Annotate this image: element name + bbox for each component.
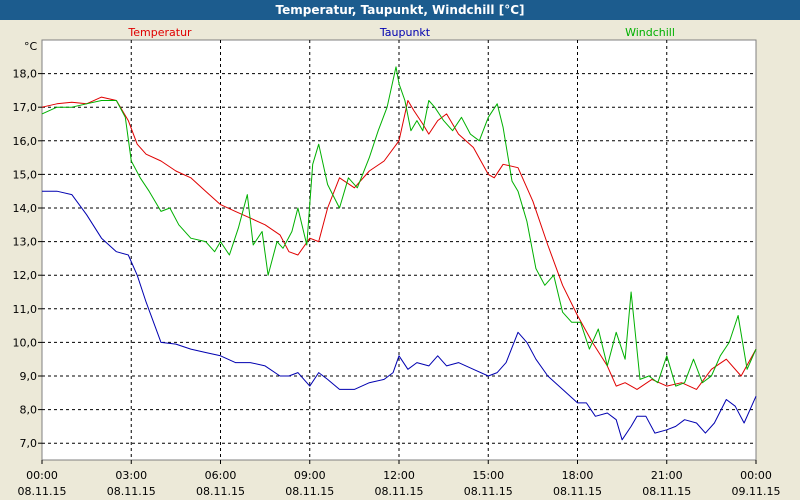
y-tick-label: 12,0	[13, 269, 38, 282]
series-lines	[41, 66, 757, 441]
x-tick-time: 03:00	[115, 469, 147, 482]
x-tick-time: 00:00	[740, 469, 772, 482]
y-tick-label: 16,0	[13, 135, 38, 148]
x-tick-date: 08.11.15	[196, 485, 245, 498]
y-tick-label: 18,0	[13, 68, 38, 81]
y-tick-label: 10,0	[13, 336, 38, 349]
x-tick-date: 08.11.15	[375, 485, 424, 498]
y-tick-label: 13,0	[13, 236, 38, 249]
x-tick-date: 09.11.15	[732, 485, 781, 498]
x-tick-time: 21:00	[651, 469, 683, 482]
grid	[42, 40, 756, 460]
legend: Temperatur Taupunkt Windchill	[127, 26, 675, 39]
x-tick-date: 08.11.15	[285, 485, 334, 498]
y-tick-label: 14,0	[13, 202, 38, 215]
x-tick-date: 08.11.15	[464, 485, 513, 498]
x-tick-time: 06:00	[205, 469, 237, 482]
x-tick-time: 09:00	[294, 469, 326, 482]
y-tick-label: 17,0	[13, 101, 38, 114]
legend-taupunkt: Taupunkt	[379, 26, 431, 39]
series-line-windchill	[41, 66, 757, 387]
x-tick-date: 08.11.15	[107, 485, 156, 498]
x-tick-date: 08.11.15	[642, 485, 691, 498]
x-tick-time: 15:00	[472, 469, 504, 482]
y-tick-label: 11,0	[13, 303, 38, 316]
window-title: Temperatur, Taupunkt, Windchill [°C]	[0, 0, 800, 20]
legend-temperatur: Temperatur	[127, 26, 192, 39]
y-tick-label: 8,0	[20, 404, 38, 417]
x-tick-time: 18:00	[562, 469, 594, 482]
x-axis-ticks: 00:00 08.11.15 03:00 08.11.15 06:00 08.11.15 0…	[18, 460, 781, 498]
legend-windchill: Windchill	[625, 26, 675, 39]
y-axis-label: °C	[24, 40, 38, 53]
y-tick-label: 7,0	[20, 437, 38, 450]
y-axis-ticks: 7,0 8,0 9,0 10,0 11,0 12,0 13,0 14,0 15,0 16,0 17,…	[13, 68, 42, 450]
y-tick-label: 9,0	[20, 370, 38, 383]
x-tick-time: 00:00	[26, 469, 58, 482]
x-tick-date: 08.11.15	[18, 485, 67, 498]
x-tick-time: 12:00	[383, 469, 415, 482]
series-line-taupunkt	[42, 190, 757, 441]
y-tick-label: 15,0	[13, 168, 38, 181]
line-chart: 7,0 8,0 9,0 10,0 11,0 12,0 13,0 14,0 15,0 16,0 17,…	[13, 26, 781, 498]
x-tick-date: 08.11.15	[553, 485, 602, 498]
series-line-temperatur	[41, 96, 757, 390]
